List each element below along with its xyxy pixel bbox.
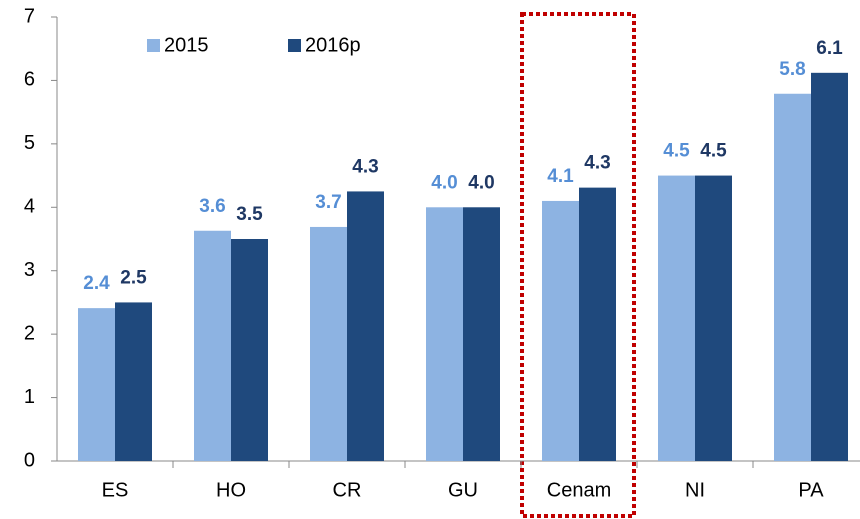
y-tick-label: 4 (24, 196, 35, 218)
bar (115, 302, 152, 461)
bar (231, 239, 268, 461)
bar (463, 207, 500, 461)
value-label: 3.5 (236, 204, 263, 225)
value-label: 6.1 (816, 38, 843, 59)
value-label: 2.5 (120, 267, 147, 288)
legend-swatch (288, 39, 301, 52)
value-label: 4.5 (700, 141, 727, 162)
x-tick-label: NI (685, 479, 705, 501)
y-tick-label: 3 (24, 259, 35, 281)
y-tick-label: 6 (24, 69, 35, 91)
bar (695, 175, 732, 462)
bar (811, 72, 848, 462)
value-label: 5.8 (779, 59, 805, 80)
bar (658, 175, 695, 462)
y-tick-label: 5 (24, 132, 35, 154)
y-tick-label: 0 (24, 449, 35, 471)
value-label: 4.1 (547, 166, 574, 187)
bar (774, 93, 811, 462)
value-label: 4.3 (352, 156, 378, 177)
x-tick-label: HO (216, 479, 246, 501)
value-label: 4.3 (584, 153, 610, 174)
bar (310, 226, 347, 461)
x-tick-label: GU (448, 479, 478, 501)
x-tick-label: ES (102, 479, 129, 501)
value-label: 4.0 (431, 172, 457, 193)
highlight-box (520, 12, 636, 518)
y-tick-label: 2 (24, 322, 35, 344)
x-tick-label: Cenam (547, 479, 611, 501)
bar (426, 207, 463, 461)
legend-label: 2015 (164, 34, 209, 56)
value-label: 3.7 (315, 192, 341, 213)
legend-swatch (147, 39, 160, 52)
bar (194, 230, 231, 461)
value-label: 4.0 (468, 172, 494, 193)
value-label: 4.5 (663, 141, 690, 162)
value-label: 2.4 (83, 273, 110, 294)
legend-label: 2016p (305, 34, 361, 56)
bar (78, 308, 115, 461)
bar (347, 191, 384, 461)
bar (579, 187, 616, 461)
bar (542, 200, 579, 461)
y-tick-label: 7 (24, 5, 35, 27)
y-tick-label: 1 (24, 386, 35, 408)
value-label: 3.6 (199, 196, 225, 217)
x-tick-label: PA (798, 479, 824, 501)
x-tick-label: CR (333, 479, 362, 501)
